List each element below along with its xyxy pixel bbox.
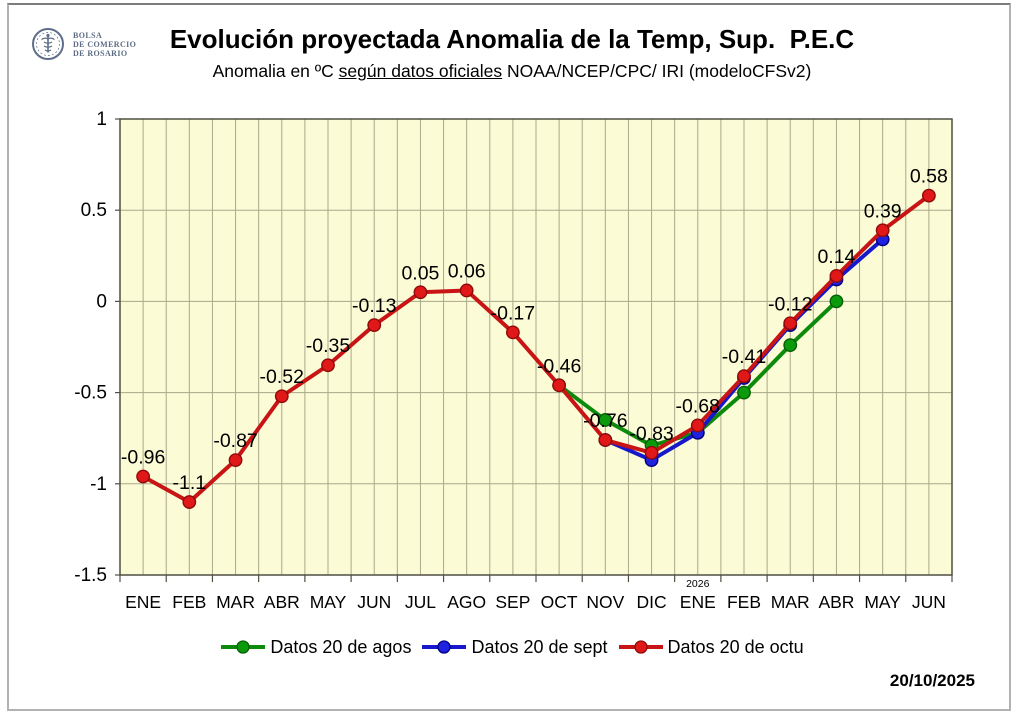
x-axis-label: FEB bbox=[172, 592, 206, 612]
bcr-logo: BOLSA DE COMERCIO DE ROSARIO bbox=[30, 26, 136, 62]
legend-label: Datos 20 de octu bbox=[667, 636, 804, 657]
data-label: -0.52 bbox=[260, 366, 304, 388]
x-axis-label: DIC bbox=[636, 592, 666, 612]
data-point bbox=[136, 469, 151, 484]
data-label: -0.46 bbox=[537, 355, 581, 377]
legend-item-3: Datos 20 de octu bbox=[618, 637, 804, 658]
data-point bbox=[598, 413, 613, 427]
data-label: -1.1 bbox=[173, 472, 207, 494]
report-date: 20/10/2025 bbox=[889, 671, 975, 690]
data-point bbox=[598, 433, 613, 447]
data-label: 0.14 bbox=[817, 246, 855, 268]
legend-item-2: Datos 20 de sept bbox=[421, 636, 608, 658]
legend-label: Datos 20 de sept bbox=[471, 636, 608, 657]
x-axis-year-label: 2026 bbox=[686, 578, 710, 590]
data-label: -0.96 bbox=[121, 447, 165, 469]
data-label: 0.05 bbox=[401, 262, 439, 284]
chart-title: Evolución proyectada Anomalia de la Temp… bbox=[169, 24, 855, 54]
data-label: -0.83 bbox=[629, 423, 673, 445]
x-axis-label: ABR bbox=[818, 592, 854, 612]
legend-item-1: Datos 20 de agos bbox=[220, 637, 411, 658]
y-axis-label: -1.5 bbox=[74, 565, 107, 586]
data-point bbox=[552, 378, 567, 393]
data-point bbox=[875, 223, 890, 238]
x-axis-label: ENE bbox=[680, 592, 716, 612]
data-point bbox=[644, 445, 659, 460]
series-line bbox=[141, 193, 931, 505]
data-label: -0.12 bbox=[768, 293, 812, 315]
data-label: -0.68 bbox=[676, 395, 720, 417]
subtitle-prefix: Anomalia en ºC bbox=[212, 61, 339, 81]
y-axis-label: 0 bbox=[96, 291, 107, 312]
data-point bbox=[321, 358, 335, 373]
data-label: -0.76 bbox=[583, 410, 627, 432]
data-point bbox=[921, 188, 936, 203]
x-axis-label: JUN bbox=[357, 592, 391, 612]
bcr-logo-line: DE COMERCIO bbox=[73, 39, 137, 49]
x-axis-label: ABR bbox=[264, 592, 300, 612]
data-label: 0.06 bbox=[448, 260, 486, 282]
x-axis-label: JUL bbox=[405, 592, 436, 612]
data-point bbox=[505, 325, 520, 340]
bcr-logo-text: BOLSA DE COMERCIO DE ROSARIO bbox=[73, 31, 136, 58]
data-point bbox=[182, 495, 197, 509]
x-axis-label: ENE bbox=[125, 592, 161, 612]
data-point bbox=[829, 294, 844, 309]
data-point bbox=[413, 285, 428, 300]
data-label: -0.41 bbox=[722, 346, 766, 368]
x-axis-label: NOV bbox=[586, 592, 624, 612]
data-point bbox=[783, 316, 798, 331]
data-label: -0.13 bbox=[352, 295, 396, 317]
x-axis-label: MAR bbox=[771, 592, 810, 612]
x-axis-label: MAY bbox=[310, 592, 347, 612]
data-point bbox=[459, 283, 474, 298]
legend-swatch-icon bbox=[422, 640, 467, 654]
data-point bbox=[690, 418, 705, 433]
x-axis-label: SEP bbox=[495, 592, 530, 612]
bcr-logo-line: BOLSA bbox=[73, 30, 103, 40]
y-axis-label: -1 bbox=[90, 474, 107, 495]
data-point bbox=[783, 338, 798, 353]
subtitle-underlined: según datos oficiales bbox=[338, 61, 503, 81]
legend-swatch-icon bbox=[618, 640, 663, 654]
data-label: -0.35 bbox=[306, 335, 351, 357]
data-label: -0.17 bbox=[491, 302, 535, 324]
chart-legend: Datos 20 de agos Datos 20 de sept Datos 20… bbox=[0, 633, 1024, 661]
y-axis-label: 1 bbox=[96, 109, 107, 130]
data-point bbox=[274, 389, 289, 404]
x-axis-label: OCT bbox=[541, 592, 578, 612]
data-point bbox=[829, 268, 844, 283]
data-label: -0.87 bbox=[213, 430, 257, 452]
subtitle-suffix: NOAA/NCEP/CPC/ IRI (modeloCFSv2) bbox=[502, 61, 812, 81]
data-label: 0.39 bbox=[864, 200, 902, 222]
data-label: 0.58 bbox=[910, 166, 948, 188]
data-point bbox=[367, 318, 382, 333]
x-axis-label: MAR bbox=[216, 592, 255, 612]
legend-label: Datos 20 de agos bbox=[270, 636, 412, 657]
data-point bbox=[737, 385, 751, 400]
bcr-logo-line: DE ROSARIO bbox=[73, 48, 128, 58]
data-point bbox=[737, 369, 751, 384]
x-axis-label: AGO bbox=[447, 592, 486, 612]
data-point bbox=[228, 453, 243, 467]
x-axis-label: MAY bbox=[864, 592, 901, 612]
y-axis-label: -0.5 bbox=[74, 383, 107, 404]
x-axis-label: FEB bbox=[727, 592, 761, 612]
x-axis-label: JUN bbox=[912, 592, 946, 612]
bcr-seal-icon bbox=[32, 28, 64, 60]
chart-subtitle: Anomalia en ºC según datos oficiales NOA… bbox=[0, 61, 1024, 82]
legend-swatch-icon bbox=[221, 640, 266, 654]
y-axis-label: 0.5 bbox=[81, 200, 107, 221]
